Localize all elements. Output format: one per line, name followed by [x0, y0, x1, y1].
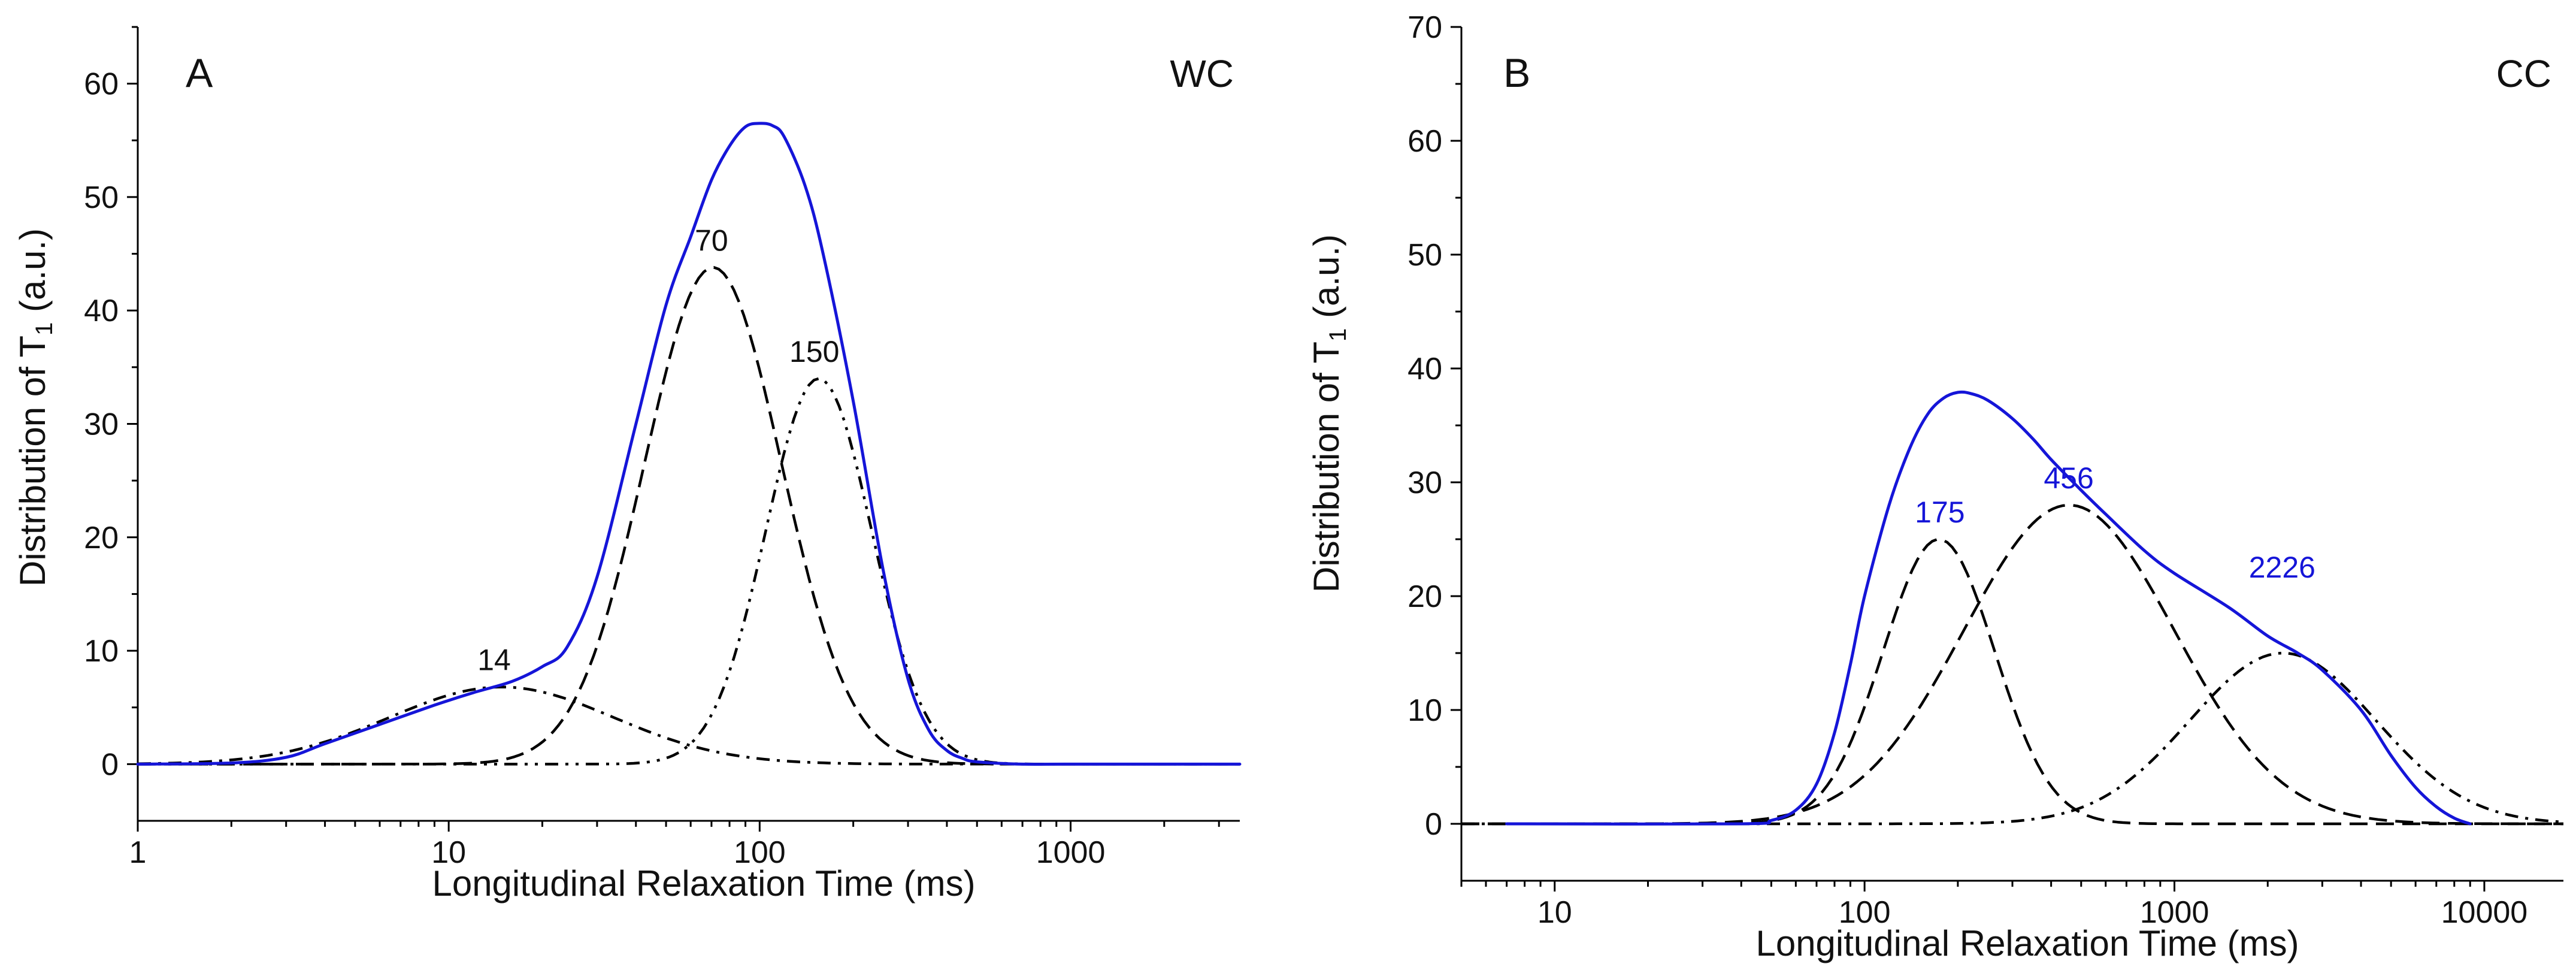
panel-b-x-axis-title: Longitudinal Relaxation Time (ms) — [1755, 923, 2299, 963]
panel-a: 1 10 100 1000 0 10 20 30 40 50 60 14 70 150 A WC Lo… — [13, 26, 1242, 904]
panel-a-peak-labels: 14 70 150 — [477, 223, 839, 676]
panel-a-y-axis-sub: 1 — [31, 322, 57, 336]
component-curve-2226 — [1461, 651, 2564, 826]
panel-b-y-axis-sub: 1 — [1325, 328, 1351, 342]
panel-b-curves — [1461, 390, 2564, 826]
peak-label-70: 70 — [695, 223, 728, 257]
y-tick-label: 60 — [84, 67, 119, 102]
panel-b-y-ticks: 0 10 20 30 40 50 60 70 — [1407, 10, 1461, 842]
x-tick-label: 100 — [734, 835, 786, 870]
y-tick-label: 30 — [84, 407, 119, 442]
y-tick-label: 10 — [1407, 693, 1442, 728]
panel-b-y-axis-title: Distribution of T1 (a.u.) — [1306, 234, 1351, 593]
x-tick-label: 1000 — [1036, 835, 1106, 870]
x-tick-label: 1000 — [2140, 895, 2209, 930]
peak-label-150: 150 — [789, 335, 839, 368]
component-curve-175 — [1461, 537, 2563, 826]
panel-b-axes: 10 100 1000 10000 0 10 20 30 40 50 60 70 — [1407, 10, 2563, 930]
y-tick-label: 30 — [1407, 466, 1442, 500]
y-tick-label: 60 — [1407, 124, 1442, 159]
x-tick-label: 10 — [431, 835, 466, 870]
y-tick-label: 20 — [1407, 579, 1442, 614]
peak-label-14: 14 — [477, 643, 511, 677]
component-curve-70 — [138, 266, 1240, 766]
panel-a-y-axis-main: Distribution of T — [13, 336, 53, 587]
x-tick-label: 1 — [129, 835, 147, 870]
component-curve-456 — [1461, 503, 2563, 826]
y-tick-label: 10 — [84, 634, 119, 669]
peak-label-175: 175 — [1915, 495, 1964, 529]
x-tick-label: 10000 — [2441, 895, 2528, 930]
panel-b-letter: B — [1503, 50, 1530, 96]
y-tick-label: 20 — [84, 521, 119, 555]
peak-label-2226: 2226 — [2249, 551, 2315, 584]
panel-a-y-axis-title: Distribution of T1 (a.u.) — [13, 228, 57, 587]
panel-a-y-axis-space — [13, 312, 53, 322]
y-tick-label: 70 — [1407, 10, 1442, 45]
y-tick-label: 50 — [1407, 238, 1442, 273]
panel-b-y-axis-main: Distribution of T — [1306, 342, 1346, 593]
panel-a-sample-tag: WC — [1170, 52, 1234, 95]
y-tick-label: 40 — [1407, 352, 1442, 386]
panel-a-letter: A — [186, 50, 213, 96]
panel-b-y-axis-space — [1306, 318, 1346, 328]
peak-label-456: 456 — [2044, 461, 2093, 495]
panel-a-curves — [136, 122, 1242, 766]
x-tick-label: 10 — [1537, 895, 1572, 930]
panel-b-sample-tag: CC — [2496, 52, 2551, 95]
panel-a-y-ticks: 0 10 20 30 40 50 60 — [84, 26, 138, 782]
y-tick-label: 0 — [101, 747, 119, 782]
y-tick-label: 0 — [1425, 807, 1442, 842]
panel-a-x-ticks: 1 10 100 1000 — [129, 821, 1220, 870]
component-curve-14 — [137, 685, 1240, 766]
panel-b-x-ticks: 10 100 1000 10000 — [1460, 881, 2528, 930]
panel-a-y-axis-unit: (a.u.) — [13, 228, 53, 312]
panel-a-axes: 1 10 100 1000 0 10 20 30 40 50 60 — [84, 26, 1240, 870]
y-tick-label: 50 — [84, 180, 119, 215]
panel-a-x-axis-title: Longitudinal Relaxation Time (ms) — [432, 863, 975, 904]
y-tick-label: 40 — [84, 294, 119, 328]
component-curve-150 — [138, 377, 1240, 766]
total-distribution-curve — [136, 122, 1242, 766]
panel-b: 10 100 1000 10000 0 10 20 30 40 50 60 70 175 456 222… — [1306, 10, 2564, 963]
total-distribution-curve — [1505, 390, 2472, 826]
panel-b-y-axis-unit: (a.u.) — [1306, 234, 1346, 318]
x-tick-label: 100 — [1839, 895, 1891, 930]
panel-b-peak-labels: 175 456 2226 — [1915, 461, 2315, 584]
